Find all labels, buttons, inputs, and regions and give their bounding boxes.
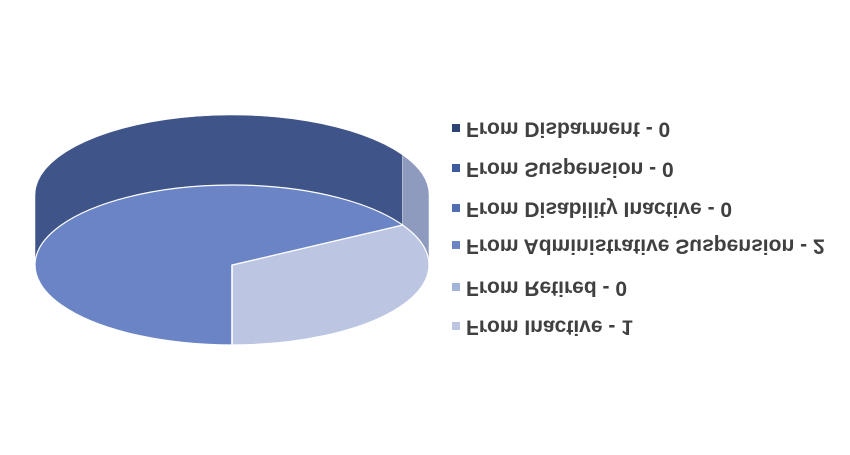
legend-label: From Suspension - 0 xyxy=(466,157,674,180)
legend-swatch xyxy=(452,164,460,172)
legend-swatch xyxy=(452,283,460,291)
legend-label: From Disability Inactive - 0 xyxy=(466,197,732,220)
slice xyxy=(231,224,430,346)
legend-label: From Disbarment - 0 xyxy=(466,117,670,140)
legend-swatch xyxy=(452,204,460,212)
legend-swatch xyxy=(452,322,460,330)
legend-label: From Administrative Suspension - 2 xyxy=(466,234,825,257)
slice xyxy=(34,184,405,346)
legend-label: From Retired - 0 xyxy=(466,276,627,299)
legend-swatch xyxy=(452,241,460,249)
legend-swatch xyxy=(452,124,460,132)
legend-label: From Inactive - 1 xyxy=(466,315,633,338)
